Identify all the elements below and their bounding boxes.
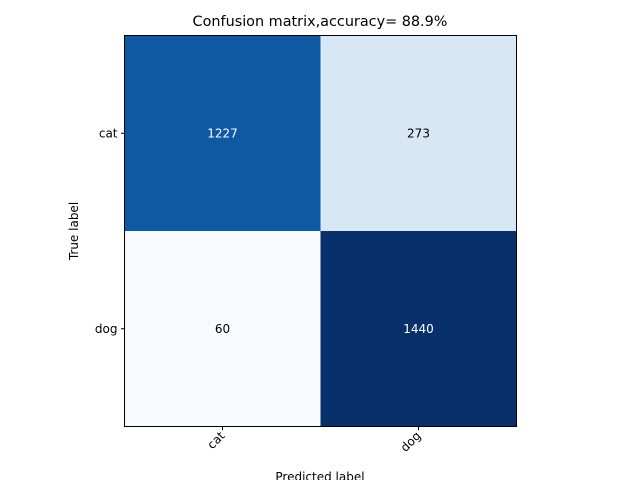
chart-title: Confusion matrix,accuracy= 88.9% xyxy=(193,14,448,30)
heatmap-cell xyxy=(320,35,517,232)
x-tick-label: cat xyxy=(205,429,228,452)
x-tick-label: dog xyxy=(398,429,424,455)
plot-frame xyxy=(124,35,517,427)
x-axis-label: Predicted label xyxy=(275,470,364,480)
heatmap-cell xyxy=(320,231,517,427)
heatmap-cell xyxy=(124,35,321,232)
y-tick-label: dog xyxy=(95,322,118,336)
cell-value-label: 1227 xyxy=(207,126,238,140)
cell-value-label: 1440 xyxy=(403,322,434,336)
cell-value-label: 60 xyxy=(215,322,230,336)
y-tick-label: cat xyxy=(99,126,118,140)
heatmap-cells: 1227 273 60 1440 xyxy=(124,35,517,427)
y-axis-label: True label xyxy=(67,202,81,261)
cell-value-label: 273 xyxy=(407,126,430,140)
heatmap-cell xyxy=(124,231,321,427)
